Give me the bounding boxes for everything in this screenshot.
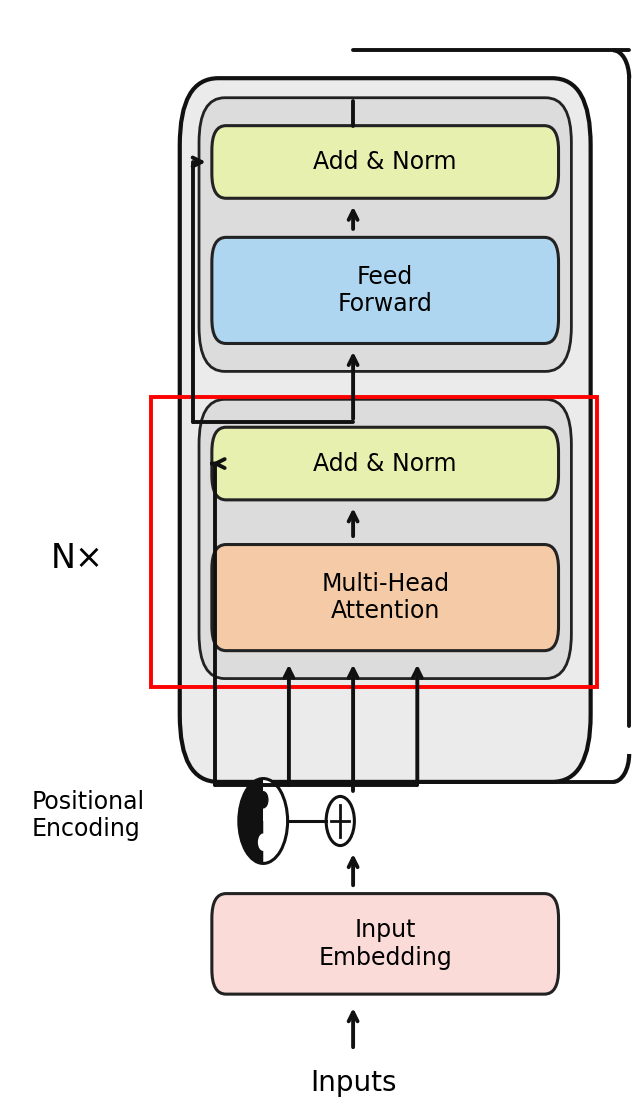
- Text: Feed
Forward: Feed Forward: [338, 265, 433, 316]
- Circle shape: [326, 796, 354, 846]
- Circle shape: [259, 792, 268, 808]
- Wedge shape: [239, 779, 263, 863]
- FancyBboxPatch shape: [212, 544, 559, 650]
- FancyBboxPatch shape: [212, 238, 559, 344]
- FancyBboxPatch shape: [212, 428, 559, 500]
- Text: Add & Norm: Add & Norm: [313, 150, 457, 174]
- Text: Positional
Encoding: Positional Encoding: [32, 790, 145, 841]
- Bar: [151, 397, 597, 687]
- Text: Multi-Head
Attention: Multi-Head Attention: [321, 572, 449, 623]
- FancyBboxPatch shape: [212, 894, 559, 994]
- FancyBboxPatch shape: [199, 98, 571, 371]
- Wedge shape: [263, 779, 288, 863]
- Wedge shape: [251, 821, 263, 863]
- Text: Input
Embedding: Input Embedding: [318, 918, 452, 970]
- FancyBboxPatch shape: [180, 78, 591, 782]
- FancyBboxPatch shape: [212, 126, 559, 199]
- Wedge shape: [263, 779, 275, 821]
- Text: Add & Norm: Add & Norm: [313, 451, 457, 476]
- Text: N×: N×: [51, 542, 103, 575]
- Circle shape: [239, 779, 288, 863]
- Text: Inputs: Inputs: [310, 1069, 396, 1098]
- FancyBboxPatch shape: [199, 400, 571, 678]
- Circle shape: [259, 834, 268, 850]
